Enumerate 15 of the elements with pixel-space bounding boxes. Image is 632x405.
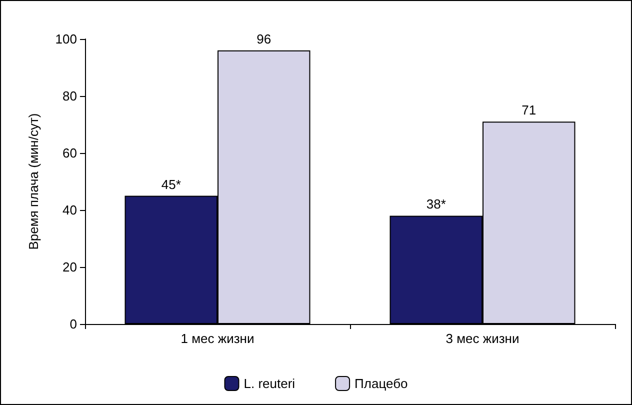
y-tick-label: 80 bbox=[62, 88, 77, 104]
y-tick-label: 0 bbox=[70, 316, 77, 332]
y-tick-label: 60 bbox=[62, 146, 77, 160]
y-tick-label: 100 bbox=[55, 32, 77, 46]
data-label: 45* bbox=[161, 176, 181, 192]
x-tick-label: 1 мес жизни bbox=[180, 331, 254, 346]
legend-label: L. reuteri bbox=[244, 376, 296, 391]
data-label: 38* bbox=[426, 196, 446, 212]
y-axis-title: Время плача (мин/сут) bbox=[26, 113, 41, 250]
x-tick-label: 3 мес жизни bbox=[446, 331, 520, 346]
data-label: 71 bbox=[522, 102, 536, 118]
data-label: 96 bbox=[256, 31, 272, 46]
y-tick-label: 40 bbox=[62, 202, 77, 218]
y-tick-label: 20 bbox=[62, 260, 77, 274]
legend-label: Плацебо bbox=[354, 376, 408, 391]
